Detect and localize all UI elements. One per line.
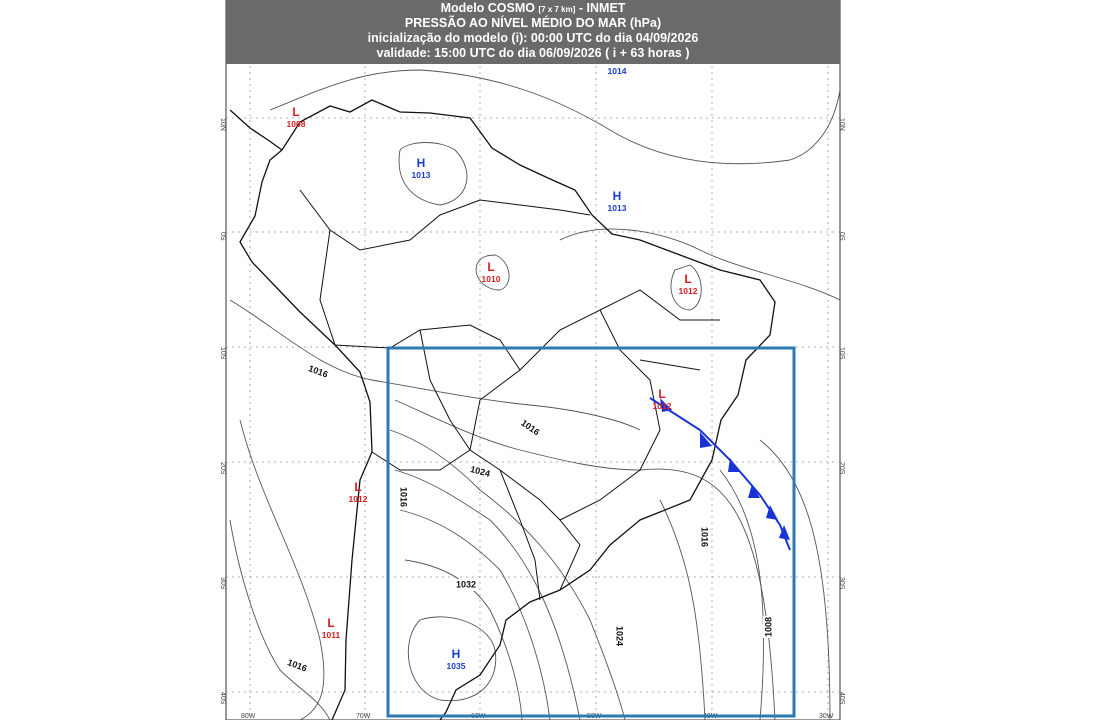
system-letter: L [487,260,494,274]
system-letter: H [613,189,622,203]
longitude-label: 70W [356,713,371,720]
system-letter: L [327,616,334,630]
source: - INMET [579,1,626,15]
isobar-label-bg [397,486,409,508]
system-value: 1008 [287,119,306,129]
isobar-label-bg [455,579,477,591]
system-letter: L [292,105,299,119]
system-value: 1013 [412,170,431,180]
header-band [226,0,840,64]
latitude-label: 30S [838,577,845,590]
latitude-label: 0S [219,232,226,241]
system-value: 1013 [608,203,627,213]
resolution: [7 x 7 km] [539,5,576,14]
latitude-label: 0S [838,232,845,241]
isobar-label-bg [284,656,310,676]
isobar-label: 1024 [615,626,625,646]
latitude-label: 30S [219,577,226,590]
system-value: 1010 [482,274,501,284]
borders [299,189,720,601]
latitude-label: 10S [838,347,845,360]
latitude-label: 20S [219,462,226,475]
system-letter: L [354,480,361,494]
header-line1: Modelo COSMO [7 x 7 km] - INMET [441,1,626,15]
highlight-box [386,346,796,718]
longitude-label: 30W [819,713,834,720]
cold-front [649,397,791,551]
isobar-label-bg [467,463,493,481]
latitude-label: 10N [838,118,845,131]
isobar-label-bg [305,362,331,382]
isobar-label: 1008 [763,617,773,637]
isobar-label-bg [517,416,543,440]
isobar-label-bg [763,616,775,638]
latitude-label: 40S [219,692,226,705]
header-valid: validade: 15:00 UTC do dia 06/09/2026 ( … [377,46,690,60]
system-value: 1035 [447,661,466,671]
system-value: 1012 [679,286,698,296]
system-letter: L [684,272,691,286]
isobar-label: 1032 [456,579,476,589]
system-letter: H [452,647,461,661]
header-title: PRESSÃO AO NÍVEL MÉDIO DO MAR (hPa) [405,15,661,30]
latitude-label: 40S [838,692,845,705]
map-frame [225,0,841,720]
system-value: 1012 [653,401,672,411]
latitude-label: 10N [219,118,226,131]
latitude-label: 10S [219,347,226,360]
longitude-label: 80W [241,713,256,720]
system-value: 1014 [608,66,627,76]
system-value: 1012 [349,494,368,504]
system-letter: H [417,156,426,170]
system-value: 1011 [322,630,341,640]
isobar-label-bg [698,526,710,548]
model-name: Modelo COSMO [441,1,536,15]
isobar-label: 1016 [700,527,710,547]
isobar-label: 1016 [399,487,409,507]
isobar-label-bg [613,625,625,647]
latitude-label: 20S [838,462,845,475]
system-letter: L [658,387,665,401]
header-init: inicialização do modelo (i): 00:00 UTC d… [368,31,699,45]
isobars [229,69,841,720]
